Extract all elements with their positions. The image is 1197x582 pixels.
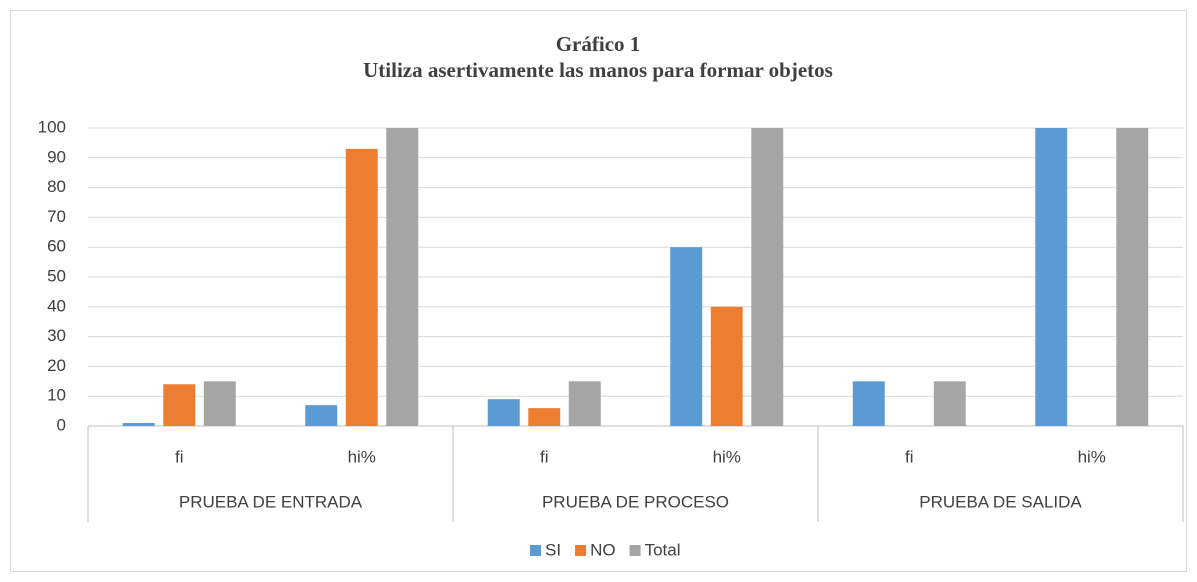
chart-frame — [10, 10, 1187, 572]
bar — [933, 381, 966, 426]
x-tick-label: hi% — [713, 447, 741, 466]
legend-swatch — [530, 545, 541, 556]
bar — [487, 399, 520, 426]
x-tick-label: fi — [540, 447, 549, 466]
y-tick-label: 10 — [47, 386, 66, 405]
y-tick-label: 50 — [47, 266, 66, 285]
legend-label: Total — [645, 540, 681, 559]
x-tick-label: hi% — [1078, 447, 1106, 466]
y-tick-label: 40 — [47, 296, 66, 315]
bar — [122, 423, 155, 426]
y-tick-label: 90 — [47, 147, 66, 166]
legend-label: NO — [590, 540, 616, 559]
bar — [568, 381, 601, 426]
y-tick-label: 20 — [47, 356, 66, 375]
y-tick-label: 0 — [57, 415, 66, 434]
x-tick-label: fi — [905, 447, 914, 466]
chart-title: Gráfico 1 — [556, 32, 641, 56]
bar — [852, 381, 885, 426]
y-tick-label: 80 — [47, 177, 66, 196]
bar — [751, 128, 784, 426]
y-tick-label: 70 — [47, 207, 66, 226]
bar — [710, 306, 743, 426]
group-label: PRUEBA DE SALIDA — [919, 492, 1082, 511]
legend-swatch — [629, 545, 641, 556]
bar — [670, 247, 703, 426]
bar — [1116, 128, 1149, 426]
y-tick-label: 100 — [38, 117, 66, 136]
bar — [345, 148, 378, 427]
bar — [305, 405, 338, 426]
bar — [203, 381, 236, 426]
group-label: PRUEBA DE PROCESO — [542, 492, 729, 511]
group-label: PRUEBA DE ENTRADA — [179, 492, 363, 511]
bar — [528, 408, 561, 426]
bar — [1035, 128, 1068, 426]
legend-swatch — [575, 545, 587, 556]
x-tick-label: hi% — [348, 447, 376, 466]
bar — [386, 128, 419, 426]
y-tick-label: 30 — [47, 326, 66, 345]
legend-label: SI — [545, 540, 561, 559]
chart-subtitle: Utiliza asertivamente las manos para for… — [363, 58, 833, 82]
bar — [163, 384, 196, 426]
y-tick-label: 60 — [47, 237, 66, 256]
x-tick-label: fi — [175, 447, 184, 466]
